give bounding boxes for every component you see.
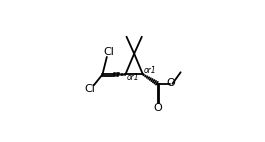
Text: Cl: Cl — [85, 84, 96, 94]
Text: O: O — [153, 103, 162, 113]
Text: or1: or1 — [126, 73, 139, 83]
Text: or1: or1 — [143, 66, 156, 75]
Text: O: O — [166, 78, 175, 88]
Text: Cl: Cl — [104, 47, 114, 57]
